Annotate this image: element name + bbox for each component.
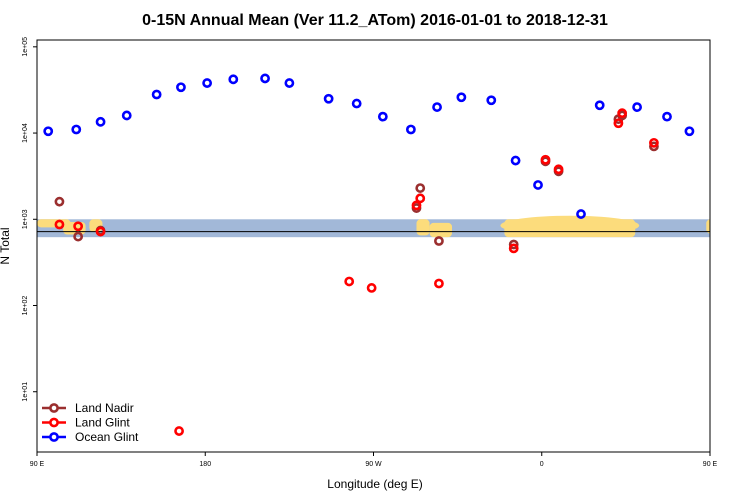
data-point — [510, 155, 521, 166]
data-point — [649, 141, 659, 152]
data-point — [121, 110, 132, 121]
data-point — [508, 239, 519, 250]
data-point — [95, 116, 106, 127]
x-tick-label: 180 — [199, 461, 211, 468]
data-point — [684, 126, 695, 137]
y-tick-label: 1e+03 — [22, 209, 29, 229]
data-point — [73, 231, 84, 242]
world-map-band — [37, 215, 747, 238]
y-tick-label: 1e+04 — [22, 123, 29, 143]
data-point — [738, 118, 745, 125]
data-point — [176, 82, 186, 93]
data-point — [576, 209, 586, 219]
x-tick-label: 0 — [540, 461, 544, 468]
data-point — [712, 126, 719, 133]
land-mass — [706, 219, 710, 234]
data-point — [456, 92, 467, 103]
data-point — [95, 226, 106, 237]
data-point — [71, 124, 82, 135]
legend-label: Land Nadir — [75, 401, 134, 415]
data-point — [228, 74, 239, 85]
data-point — [344, 276, 355, 287]
data-point — [594, 100, 605, 111]
data-point — [284, 78, 295, 88]
x-axis: 90 E 180 90 W 0 90 E — [30, 452, 718, 468]
data-point — [716, 183, 723, 190]
plot-frame — [36, 39, 711, 453]
data-point — [617, 108, 628, 119]
series-ocean-glint — [43, 73, 745, 219]
legend-marker — [49, 417, 59, 428]
data-point — [54, 196, 65, 207]
y-axis-label: N Total — [0, 227, 12, 264]
x-tick-label: 90 W — [365, 461, 382, 468]
x-tick-label: 90 E — [703, 461, 718, 468]
series-land-glint — [54, 108, 747, 436]
data-point — [434, 236, 444, 246]
legend-label: Ocean Glint — [75, 430, 139, 444]
data-point — [649, 137, 659, 148]
land-mass — [416, 219, 430, 236]
data-point — [415, 193, 426, 204]
data-point — [432, 102, 442, 112]
data-point — [632, 102, 642, 112]
land-mass — [732, 219, 747, 229]
data-point — [151, 89, 162, 100]
legend-label: Land Glint — [75, 416, 130, 430]
data-point — [533, 180, 543, 190]
data-point — [540, 154, 551, 165]
data-point — [351, 98, 362, 109]
data-point — [323, 93, 334, 104]
data-point — [486, 95, 497, 106]
data-point — [508, 243, 519, 254]
data-point — [434, 278, 444, 289]
data-point — [377, 111, 388, 122]
data-point — [260, 73, 270, 84]
data-point — [662, 111, 672, 122]
y-tick-label: 1e+01 — [22, 382, 29, 402]
chart-title: 0-15N Annual Mean (Ver 11.2_ATom) 2016-0… — [142, 12, 608, 29]
y-axis: 1e+01 1e+02 1e+03 1e+04 1e+05 — [22, 37, 37, 402]
data-points — [43, 73, 747, 436]
data-point — [73, 221, 84, 232]
land-mass — [429, 222, 453, 238]
data-point — [366, 283, 377, 293]
land-mass — [500, 215, 640, 236]
legend-marker — [49, 432, 59, 442]
x-axis-label: Longitude (deg E) — [327, 477, 422, 491]
legend-marker — [49, 403, 59, 413]
land-masses — [37, 215, 747, 238]
data-point — [415, 183, 426, 193]
data-point — [613, 118, 624, 129]
data-point — [740, 220, 747, 227]
data-point — [43, 126, 54, 137]
data-point — [411, 200, 422, 211]
data-point — [553, 164, 564, 175]
data-point — [174, 426, 184, 436]
y-tick-label: 1e+05 — [22, 37, 29, 57]
data-point — [54, 219, 65, 230]
data-point — [716, 190, 723, 197]
x-tick-label: 90 E — [30, 461, 45, 468]
data-point — [405, 124, 416, 135]
data-point — [202, 78, 213, 88]
y-tick-label: 1e+02 — [22, 296, 29, 316]
